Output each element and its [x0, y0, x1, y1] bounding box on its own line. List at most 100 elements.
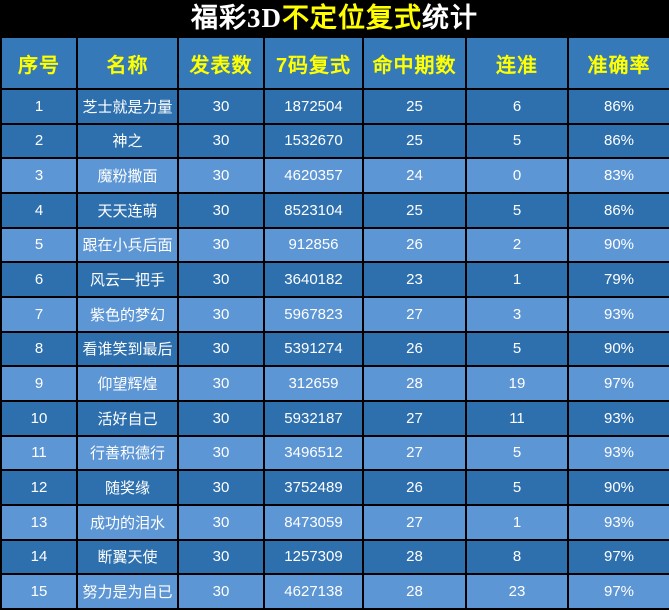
column-header-hits: 命中期数	[362, 36, 467, 90]
cell-streak: 1	[465, 503, 569, 541]
cell-hits: 28	[362, 573, 467, 610]
column-header-seq: 序号	[0, 36, 78, 90]
cell-accuracy: 93%	[567, 434, 669, 472]
cell-accuracy: 86%	[567, 88, 669, 125]
cell-combo: 8523104	[263, 191, 364, 229]
cell-posts: 30	[177, 295, 265, 333]
cell-name: 紫色的梦幻	[76, 295, 179, 333]
cell-accuracy: 97%	[567, 365, 669, 402]
cell-combo: 4620357	[263, 157, 364, 194]
cell-posts: 30	[177, 538, 265, 576]
cell-streak: 19	[465, 365, 569, 402]
header-row: 序号 名称 发表数 7码复式 命中期数 连准 准确率	[0, 36, 669, 90]
cell-posts: 30	[177, 573, 265, 610]
cell-posts: 30	[177, 261, 265, 298]
cell-streak: 5	[465, 330, 569, 368]
page-title: 福彩3D 不定位复式 统计	[0, 0, 669, 36]
table-row: 8 看谁笑到最后 30 5391274 26 5 90%	[0, 330, 669, 368]
cell-combo: 5391274	[263, 330, 364, 368]
column-header-name: 名称	[76, 36, 179, 90]
cell-posts: 30	[177, 88, 265, 125]
cell-name: 行善积德行	[76, 434, 179, 472]
cell-combo: 912856	[263, 226, 364, 264]
cell-streak: 1	[465, 261, 569, 298]
table-row: 15 努力是为自已 30 4627138 28 23 97%	[0, 573, 669, 610]
cell-hits: 25	[362, 191, 467, 229]
cell-name: 风云一把手	[76, 261, 179, 298]
cell-seq: 7	[0, 295, 78, 333]
cell-name: 芝士就是力量	[76, 88, 179, 125]
cell-posts: 30	[177, 399, 265, 437]
cell-posts: 30	[177, 469, 265, 506]
cell-posts: 30	[177, 191, 265, 229]
cell-name: 成功的泪水	[76, 503, 179, 541]
cell-combo: 312659	[263, 365, 364, 402]
cell-accuracy: 86%	[567, 191, 669, 229]
cell-accuracy: 90%	[567, 226, 669, 264]
stats-table: 序号 名称 发表数 7码复式 命中期数 连准 准确率 1 芝士就是力量 30 1…	[0, 36, 669, 610]
cell-seq: 1	[0, 88, 78, 125]
cell-seq: 2	[0, 122, 78, 160]
cell-hits: 28	[362, 538, 467, 576]
cell-posts: 30	[177, 330, 265, 368]
cell-name: 活好自己	[76, 399, 179, 437]
cell-name: 努力是为自已	[76, 573, 179, 610]
cell-hits: 26	[362, 226, 467, 264]
table-row: 2 神之 30 1532670 25 5 86%	[0, 122, 669, 160]
cell-name: 看谁笑到最后	[76, 330, 179, 368]
cell-combo: 3752489	[263, 469, 364, 506]
cell-hits: 25	[362, 122, 467, 160]
cell-streak: 6	[465, 88, 569, 125]
cell-combo: 3640182	[263, 261, 364, 298]
cell-accuracy: 86%	[567, 122, 669, 160]
page-title-brand: 福彩3D	[191, 3, 282, 33]
column-header-posts: 发表数	[177, 36, 265, 90]
cell-streak: 11	[465, 399, 569, 437]
cell-combo: 3496512	[263, 434, 364, 472]
cell-seq: 6	[0, 261, 78, 298]
cell-hits: 24	[362, 157, 467, 194]
cell-hits: 27	[362, 434, 467, 472]
cell-accuracy: 83%	[567, 157, 669, 194]
cell-streak: 2	[465, 226, 569, 264]
cell-name: 随奖缘	[76, 469, 179, 506]
table-row: 3 魔粉撒面 30 4620357 24 0 83%	[0, 157, 669, 194]
cell-hits: 28	[362, 365, 467, 402]
cell-combo: 5932187	[263, 399, 364, 437]
table-row: 14 断翼天使 30 1257309 28 8 97%	[0, 538, 669, 576]
cell-seq: 14	[0, 538, 78, 576]
table-row: 7 紫色的梦幻 30 5967823 27 3 93%	[0, 295, 669, 333]
cell-streak: 3	[465, 295, 569, 333]
cell-streak: 5	[465, 191, 569, 229]
cell-name: 仰望辉煌	[76, 365, 179, 402]
cell-name: 天天连萌	[76, 191, 179, 229]
cell-seq: 3	[0, 157, 78, 194]
page-title-accent: 不定位复式	[282, 3, 422, 33]
cell-accuracy: 90%	[567, 330, 669, 368]
cell-name: 断翼天使	[76, 538, 179, 576]
cell-hits: 26	[362, 330, 467, 368]
table-body: 1 芝士就是力量 30 1872504 25 6 86% 2 神之 30 153…	[0, 88, 669, 610]
cell-streak: 23	[465, 573, 569, 610]
cell-streak: 5	[465, 122, 569, 160]
cell-accuracy: 93%	[567, 399, 669, 437]
table-row: 9 仰望辉煌 30 312659 28 19 97%	[0, 365, 669, 402]
cell-seq: 15	[0, 573, 78, 610]
cell-streak: 8	[465, 538, 569, 576]
table-row: 13 成功的泪水 30 8473059 27 1 93%	[0, 503, 669, 541]
cell-accuracy: 97%	[567, 538, 669, 576]
page-title-suffix: 统计	[422, 3, 478, 33]
table-row: 11 行善积德行 30 3496512 27 5 93%	[0, 434, 669, 472]
cell-seq: 10	[0, 399, 78, 437]
cell-seq: 4	[0, 191, 78, 229]
column-header-combo: 7码复式	[263, 36, 364, 90]
cell-hits: 26	[362, 469, 467, 506]
cell-accuracy: 93%	[567, 295, 669, 333]
cell-hits: 23	[362, 261, 467, 298]
cell-seq: 9	[0, 365, 78, 402]
cell-streak: 5	[465, 434, 569, 472]
cell-posts: 30	[177, 503, 265, 541]
cell-accuracy: 97%	[567, 573, 669, 610]
cell-name: 神之	[76, 122, 179, 160]
cell-combo: 1257309	[263, 538, 364, 576]
